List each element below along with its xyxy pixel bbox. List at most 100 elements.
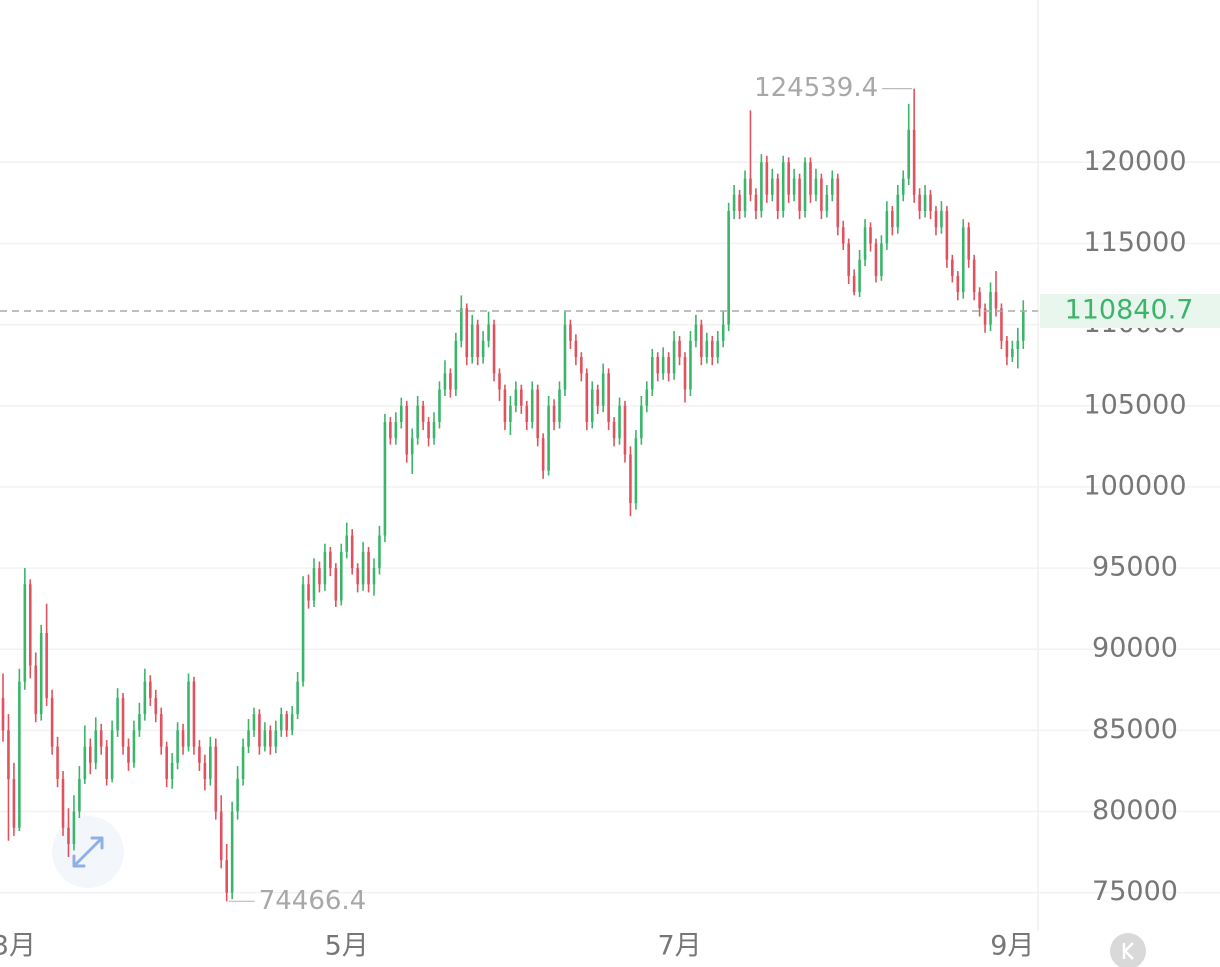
- candle-body: [514, 389, 518, 406]
- y-tick-label: 95000: [1092, 552, 1178, 583]
- expand-icon[interactable]: [72, 836, 104, 868]
- candle-body: [290, 714, 294, 731]
- candle-body: [154, 697, 158, 715]
- candle-body: [978, 292, 981, 309]
- candle-body: [847, 243, 850, 276]
- candle-body: [509, 405, 512, 422]
- candle-body: [7, 730, 10, 780]
- candle-body: [951, 259, 954, 276]
- candle-body: [574, 340, 578, 358]
- candle-body: [214, 746, 218, 812]
- candle-body: [443, 373, 447, 390]
- candle-body: [721, 324, 725, 341]
- candle-body: [110, 730, 114, 780]
- candle-body: [67, 827, 70, 844]
- expand-button[interactable]: [52, 816, 124, 888]
- candle-body: [863, 227, 867, 260]
- candle-body: [449, 373, 452, 390]
- y-tick-label: 75000: [1092, 876, 1178, 907]
- candle-body: [209, 746, 212, 780]
- candle-body: [525, 405, 529, 422]
- candle-body: [1, 697, 5, 731]
- candle-body: [252, 714, 256, 731]
- candle-body: [149, 681, 152, 698]
- candle-body: [236, 779, 239, 812]
- candle-body: [481, 340, 485, 358]
- candle-body: [241, 746, 245, 780]
- k-button-bg[interactable]: [1110, 933, 1146, 967]
- candle-body: [754, 194, 758, 211]
- candle-body: [492, 324, 496, 374]
- candle-body: [880, 243, 883, 276]
- candle-body: [710, 340, 714, 358]
- candle-body: [891, 210, 894, 228]
- candle-body: [394, 421, 398, 439]
- candle-body: [760, 162, 763, 211]
- candle-body: [274, 730, 278, 747]
- candle-body: [803, 162, 807, 211]
- candle-body: [487, 324, 490, 341]
- candle-body: [345, 535, 349, 552]
- candle-body: [61, 779, 65, 828]
- candle-body: [781, 162, 785, 211]
- candle-body: [836, 178, 840, 228]
- candle-body: [972, 259, 976, 293]
- candle-body: [901, 178, 905, 195]
- candle-body: [520, 389, 523, 406]
- candle-body: [585, 373, 589, 422]
- candle-body: [12, 779, 16, 828]
- candle-body: [94, 730, 98, 763]
- candle-body: [749, 178, 752, 195]
- candle-body: [323, 551, 327, 585]
- candle-body: [841, 227, 845, 244]
- candle-body: [994, 292, 998, 309]
- candle-body: [809, 162, 812, 195]
- y-tick-label: 85000: [1092, 714, 1178, 745]
- candle-body: [18, 681, 21, 828]
- candle-body: [307, 584, 310, 601]
- grid: [0, 161, 1220, 894]
- candle-body: [432, 421, 436, 439]
- candle-body: [99, 730, 103, 747]
- candle-body: [629, 454, 632, 504]
- candle-body: [596, 389, 600, 406]
- candle-body: [247, 730, 250, 747]
- candle-body: [230, 811, 234, 893]
- y-tick-label: 100000: [1083, 470, 1186, 501]
- candle-body: [465, 308, 469, 358]
- candle-body: [138, 714, 141, 731]
- k-icon[interactable]: [1122, 942, 1134, 960]
- candle-body: [738, 194, 741, 211]
- candle-body: [39, 632, 43, 715]
- y-tick-label: 90000: [1092, 633, 1178, 664]
- candle-body: [219, 811, 223, 861]
- candle-body: [427, 421, 430, 439]
- candle-body: [350, 535, 354, 569]
- candle-body: [896, 194, 900, 228]
- candle-body: [127, 746, 130, 763]
- candle-body: [934, 210, 938, 228]
- candle-body: [858, 259, 861, 293]
- candle-body: [165, 746, 168, 780]
- candle-body: [356, 568, 359, 585]
- k-button[interactable]: [1110, 933, 1146, 967]
- candle-body: [618, 405, 621, 439]
- candle-body: [389, 421, 392, 439]
- candle-body: [590, 389, 594, 422]
- candle-body: [1005, 340, 1009, 358]
- candle-body: [203, 762, 207, 780]
- candle-body: [72, 811, 76, 844]
- candle-body: [279, 714, 283, 731]
- candle-body: [989, 292, 992, 325]
- x-tick-label: 7月: [657, 931, 701, 962]
- candle-body: [530, 389, 534, 422]
- candle-body: [945, 210, 949, 260]
- candle-body: [1016, 340, 1020, 349]
- candle-body: [814, 178, 818, 195]
- candle-body: [869, 227, 872, 244]
- candle-body: [1011, 348, 1014, 358]
- candle-body: [552, 405, 556, 422]
- candle-body: [1021, 310, 1025, 341]
- candle-body: [476, 324, 479, 358]
- y-tick-label: 115000: [1083, 227, 1186, 258]
